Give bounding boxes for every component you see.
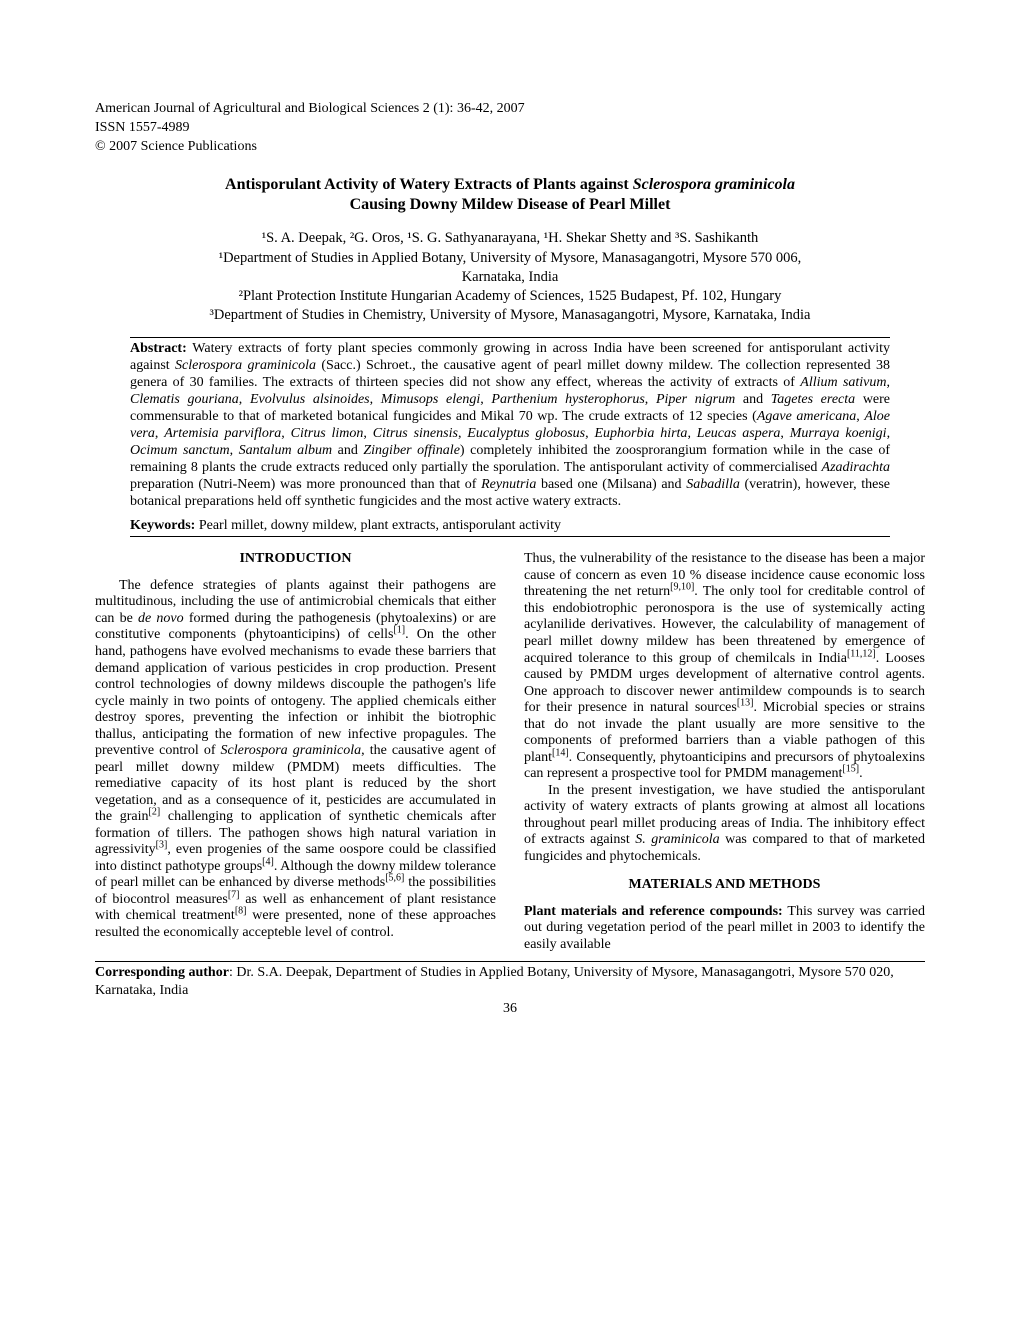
keywords: Keywords: Pearl millet, downy mildew, pl… xyxy=(130,518,890,534)
methods-head: MATERIALS AND METHODS xyxy=(524,877,925,894)
abstract-sp14: Eucalyptus globosus xyxy=(467,426,585,441)
s-graminicola: S. graminicola xyxy=(635,832,719,847)
abstract-sp20: Zingiber offinale xyxy=(363,443,460,458)
abstract-sp6: Parthenium hysterophorus xyxy=(491,392,644,407)
page: American Journal of Agricultural and Bio… xyxy=(0,0,1020,1320)
abstract-mid4: preparation (Nutri-Neem) was more pronou… xyxy=(130,477,481,492)
ref-1: [1] xyxy=(393,625,405,636)
abstract: Abstract: Watery extracts of forty plant… xyxy=(130,340,890,511)
journal-header: American Journal of Agricultural and Bio… xyxy=(95,100,925,157)
intro-para-1: The defence strategies of plants against… xyxy=(95,578,496,941)
body-columns: INTRODUCTION The defence strategies of p… xyxy=(95,551,925,953)
affiliation-2: ²Plant Protection Institute Hungarian Ac… xyxy=(115,287,905,306)
abstract-sp1: Sclerospora graminicola xyxy=(175,358,316,373)
ref-910: [9,10] xyxy=(670,582,694,593)
abstract-sp17: Murraya koenigi xyxy=(790,426,887,441)
abstract-sp16: Leucas aspera xyxy=(697,426,781,441)
ref-56: [5,6] xyxy=(385,873,404,884)
methods-para-1: Plant materials and reference compounds:… xyxy=(524,904,925,954)
ref-15: [15] xyxy=(842,763,859,774)
intro-para-3: In the present investigation, we have st… xyxy=(524,783,925,866)
keywords-label: Keywords: xyxy=(130,518,195,533)
abstract-sp22: Reynutria xyxy=(481,477,536,492)
introduction-head: INTRODUCTION xyxy=(95,551,496,568)
abstract-sp4: Evolvulus alsinoides xyxy=(250,392,370,407)
page-number: 36 xyxy=(95,1001,925,1017)
abstract-sp7: Piper nigrum xyxy=(656,392,735,407)
rule-bottom xyxy=(130,536,890,537)
journal-line1: American Journal of Agricultural and Bio… xyxy=(95,100,925,119)
ref-13: [13] xyxy=(737,697,754,708)
abstract-sp23: Sabadilla xyxy=(686,477,740,492)
title-line2: Causing Downy Mildew Disease of Pearl Mi… xyxy=(350,196,671,213)
abstract-sp8: Tagetes erecta xyxy=(771,392,855,407)
ref-8: [8] xyxy=(235,906,247,917)
issn: ISSN 1557-4989 xyxy=(95,119,925,138)
abstract-label: Abstract: xyxy=(130,341,187,356)
intro-para-2: Thus, the vulnerability of the resistanc… xyxy=(524,551,925,782)
abstract-sp21: Azadirachta xyxy=(822,460,890,475)
ref-4: [4] xyxy=(262,856,274,867)
affiliations: ¹Department of Studies in Applied Botany… xyxy=(115,249,905,324)
abstract-sp5: Mimusops elengi xyxy=(381,392,480,407)
ref-14: [14] xyxy=(552,747,569,758)
affiliation-1b: Karnataka, India xyxy=(115,268,905,287)
abstract-sp2: Allium sativum xyxy=(800,375,886,390)
ref-1112: [11,12] xyxy=(847,648,876,659)
abstract-sp19: Santalum album xyxy=(239,443,332,458)
ref-3: [3] xyxy=(156,840,168,851)
corresponding-label: Corresponding author xyxy=(95,965,229,980)
keywords-text: Pearl millet, downy mildew, plant extrac… xyxy=(195,518,561,533)
abstract-sp12: Citrus limon xyxy=(291,426,364,441)
ref-7: [7] xyxy=(228,889,240,900)
abstract-sp11: Artemisia parviflora xyxy=(164,426,281,441)
footer-rule xyxy=(95,961,925,962)
abstract-sp15: Euphorbia hirta xyxy=(594,426,687,441)
corresponding-author: Corresponding author: Dr. S.A. Deepak, D… xyxy=(95,964,925,999)
copyright: © 2007 Science Publications xyxy=(95,138,925,157)
ref-2: [2] xyxy=(149,807,161,818)
title-line1-pre: Antisporulant Activity of Watery Extract… xyxy=(225,176,633,193)
abstract-sp3: Clematis gouriana xyxy=(130,392,239,407)
title-line1-species: Sclerospora graminicola xyxy=(633,176,795,193)
rule-top xyxy=(130,337,890,338)
left-column: INTRODUCTION The defence strategies of p… xyxy=(95,551,496,953)
methods-subhead: Plant materials and reference compounds: xyxy=(524,904,783,919)
affiliation-3: ³Department of Studies in Chemistry, Uni… xyxy=(115,306,905,325)
abstract-sp13: Citrus sinensis xyxy=(373,426,458,441)
affiliation-1a: ¹Department of Studies in Applied Botany… xyxy=(115,249,905,268)
scl-graminicola: Sclerospora graminicola xyxy=(221,743,362,758)
article-title: Antisporulant Activity of Watery Extract… xyxy=(155,175,865,217)
abstract-mid5: based one (Milsana) and xyxy=(536,477,686,492)
de-novo: de novo xyxy=(138,611,184,626)
authors: ¹S. A. Deepak, ²G. Oros, ¹S. G. Sathyana… xyxy=(95,230,925,247)
abstract-sp18: Ocimum sanctum xyxy=(130,443,230,458)
abstract-sp9: Agave americana xyxy=(757,409,856,424)
right-column: Thus, the vulnerability of the resistanc… xyxy=(524,551,925,953)
